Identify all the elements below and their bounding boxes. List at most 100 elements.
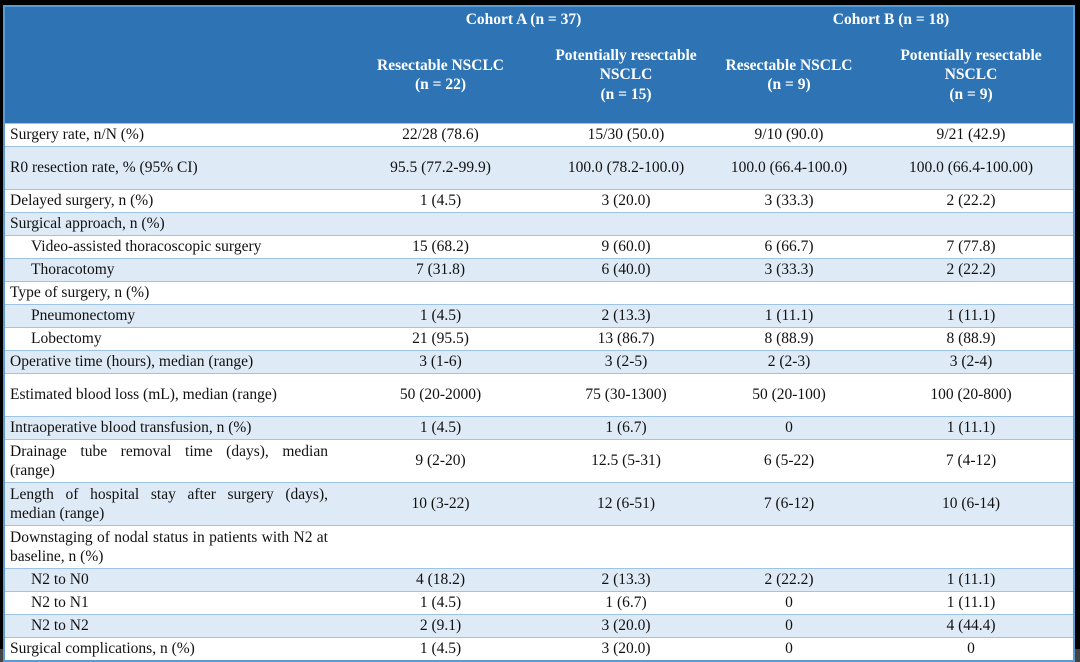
row-label: Surgery rate, n/N (%) — [4, 123, 338, 147]
cell-value: 1 (11.1) — [709, 304, 869, 328]
cell-value: 9 (2-20) — [338, 439, 543, 483]
table-row: Operative time (hours), median (range) 3 … — [4, 350, 1074, 374]
cell-value — [709, 212, 869, 236]
cell-value — [869, 525, 1074, 569]
column-header-resectable-a: Resectable NSCLC (n = 22) — [338, 37, 543, 124]
subgroup-header-row: Resectable NSCLC (n = 22) Potentially re… — [4, 37, 1074, 124]
cell-value — [338, 212, 543, 236]
cell-value: 7 (4-12) — [869, 439, 1074, 483]
cell-value: 0 — [709, 637, 869, 661]
cell-value: 2 (22.2) — [709, 568, 869, 592]
table-row: Intraoperative blood transfusion, n (%) 1… — [4, 416, 1074, 440]
cell-value: 10 (6-14) — [869, 482, 1074, 526]
cell-value: 95.5 (77.2-99.9) — [338, 146, 543, 190]
table-row: Pneumonectomy 1 (4.5) 2 (13.3) 1 (11.1) 1 (1… — [4, 304, 1074, 328]
cell-value — [869, 281, 1074, 305]
cell-value: 4 (44.4) — [869, 614, 1074, 638]
row-label: Lobectomy — [4, 327, 338, 351]
column-name: Resectable NSCLC — [725, 56, 853, 74]
cell-value: 1 (4.5) — [338, 416, 543, 440]
row-label: Operative time (hours), median (range) — [4, 350, 338, 374]
cell-value: 8 (88.9) — [709, 327, 869, 351]
table-row: Thoracotomy 7 (31.8) 6 (40.0) 3 (33.3) 2 (22… — [4, 258, 1074, 282]
table-row: Surgical complications, n (%) 1 (4.5) 3 (2… — [4, 637, 1074, 661]
table-row: Surgery rate, n/N (%) 22/28 (78.6) 15/30 (… — [4, 123, 1074, 147]
row-label: R0 resection rate, % (95% CI) — [4, 146, 338, 190]
table-row: Surgical approach, n (%) — [4, 212, 1074, 236]
table-row: Length of hospital stay after surgery (d… — [4, 482, 1074, 526]
cell-value: 8 (88.9) — [869, 327, 1074, 351]
cell-value: 21 (95.5) — [338, 327, 543, 351]
cell-value: 1 (4.5) — [338, 189, 543, 213]
cell-value: 1 (6.7) — [543, 416, 709, 440]
row-label: Thoracotomy — [4, 258, 338, 282]
cell-value — [543, 525, 709, 569]
row-label: Delayed surgery, n (%) — [4, 189, 338, 213]
cell-value: 9/21 (42.9) — [869, 123, 1074, 147]
column-header-potentially-resectable-a: Potentially resectable NSCLC (n = 15) — [543, 37, 709, 124]
cell-value — [543, 281, 709, 305]
table-row: Drainage tube removal time (days), media… — [4, 439, 1074, 483]
column-header-potentially-resectable-b: Potentially resectable NSCLC (n = 9) — [869, 37, 1074, 124]
cell-value: 1 (11.1) — [869, 591, 1074, 615]
cell-value: 100.0 (66.4-100.00) — [869, 146, 1074, 190]
row-label: Surgical complications, n (%) — [4, 637, 338, 661]
cell-value: 1 (11.1) — [869, 416, 1074, 440]
cell-value: 6 (66.7) — [709, 235, 869, 259]
column-n: (n = 15) — [600, 85, 652, 103]
table-header: Cohort A (n = 37) Cohort B (n = 18) Rese… — [4, 6, 1074, 124]
cell-value — [338, 281, 543, 305]
cell-value: 3 (20.0) — [543, 614, 709, 638]
cell-value: 7 (6-12) — [709, 482, 869, 526]
table-row: Type of surgery, n (%) — [4, 281, 1074, 305]
cell-value: 13 (86.7) — [543, 327, 709, 351]
cell-value: 15/30 (50.0) — [543, 123, 709, 147]
cell-value: 15 (68.2) — [338, 235, 543, 259]
cell-value: 0 — [709, 614, 869, 638]
cell-value: 2 (22.2) — [869, 258, 1074, 282]
cohort-a-header: Cohort A (n = 37) — [338, 6, 709, 37]
cell-value: 50 (20-100) — [709, 373, 869, 417]
cell-value — [869, 212, 1074, 236]
cell-value: 1 (4.5) — [338, 304, 543, 328]
table-row: R0 resection rate, % (95% CI) 95.5 (77.2-… — [4, 146, 1074, 190]
cell-value: 1 (6.7) — [543, 591, 709, 615]
cohort-b-header: Cohort B (n = 18) — [709, 6, 1074, 37]
cell-value: 6 (5-22) — [709, 439, 869, 483]
row-label: Video-assisted thoracoscopic surgery — [4, 235, 338, 259]
cell-value: 9 (60.0) — [543, 235, 709, 259]
cell-value: 7 (77.8) — [869, 235, 1074, 259]
cell-value: 6 (40.0) — [543, 258, 709, 282]
cell-value: 0 — [869, 637, 1074, 661]
row-label: N2 to N2 — [4, 614, 338, 638]
cell-value: 12.5 (5-31) — [543, 439, 709, 483]
row-label: N2 to N0 — [4, 568, 338, 592]
column-name: Potentially resectable NSCLC — [900, 46, 1042, 84]
cell-value: 2 (22.2) — [869, 189, 1074, 213]
cell-value: 75 (30-1300) — [543, 373, 709, 417]
row-label: Downstaging of nodal status in patients … — [4, 525, 338, 569]
cell-value: 100.0 (78.2-100.0) — [543, 146, 709, 190]
column-n: (n = 22) — [414, 76, 467, 93]
cell-value: 1 (11.1) — [869, 568, 1074, 592]
cell-value: 12 (6-51) — [543, 482, 709, 526]
cell-value: 100 (20-800) — [869, 373, 1074, 417]
table-row: Video-assisted thoracoscopic surgery 15 (… — [4, 235, 1074, 259]
cell-value — [709, 525, 869, 569]
row-label: N2 to N1 — [4, 591, 338, 615]
cell-value: 1 (11.1) — [869, 304, 1074, 328]
table-row: Downstaging of nodal status in patients … — [4, 525, 1074, 569]
cell-value: 3 (1-6) — [338, 350, 543, 374]
cell-value: 100.0 (66.4-100.0) — [709, 146, 869, 190]
cell-value — [543, 212, 709, 236]
cell-value: 0 — [709, 416, 869, 440]
table-row: N2 to N2 2 (9.1) 3 (20.0) 0 4 (44.4) — [4, 614, 1074, 638]
table-body: Surgery rate, n/N (%) 22/28 (78.6) 15/30 (… — [4, 123, 1074, 661]
row-label: Surgical approach, n (%) — [4, 212, 338, 236]
header-empty-cell — [4, 37, 338, 124]
row-label: Drainage tube removal time (days), media… — [4, 439, 338, 483]
cell-value: 2 (9.1) — [338, 614, 543, 638]
cohort-header-row: Cohort A (n = 37) Cohort B (n = 18) — [4, 6, 1074, 37]
row-label: Intraoperative blood transfusion, n (%) — [4, 416, 338, 440]
header-empty-cell — [4, 6, 338, 37]
